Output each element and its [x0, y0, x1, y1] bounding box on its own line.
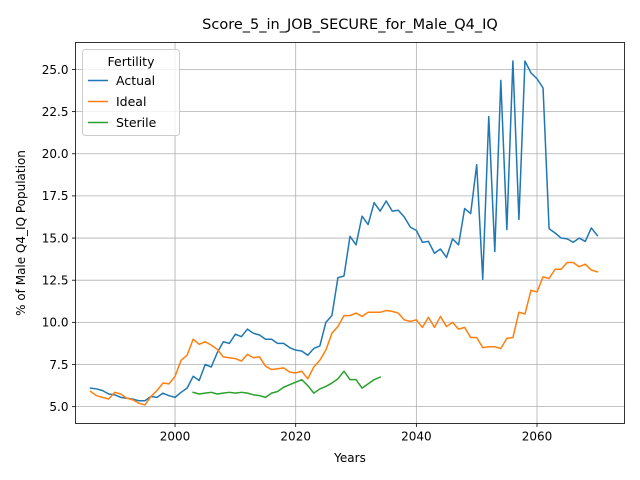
grid: [75, 42, 625, 424]
y-tick-label: 10.0: [42, 316, 69, 330]
legend-label-sterile: Sterile: [116, 115, 157, 130]
series-line-sterile: [192, 370, 382, 399]
legend-label-actual: Actual: [116, 73, 155, 88]
y-axis-label: % of Male Q4_IQ Population: [14, 150, 28, 316]
y-tick-label: 17.5: [42, 189, 69, 203]
y-tick-label: 5.0: [49, 400, 68, 414]
plot-frame: [75, 42, 625, 424]
x-axis-label: Years: [333, 451, 366, 465]
legend: Fertility Actual Ideal Sterile: [82, 49, 180, 136]
y-tick-label: 20.0: [42, 147, 69, 161]
legend-label-ideal: Ideal: [116, 94, 146, 109]
y-tick-label: 12.5: [42, 274, 69, 288]
x-tick-label: 2040: [401, 430, 432, 444]
legend-title: Fertility: [108, 54, 156, 69]
x-tick-label: 2020: [280, 430, 311, 444]
series-line-actual: [89, 60, 599, 402]
series-line-ideal: [89, 261, 599, 406]
legend-box: [82, 49, 180, 136]
legend-items: Actual Ideal Sterile: [88, 73, 157, 130]
y-tick-label: 22.5: [42, 105, 69, 119]
x-axis-ticks: 2000 2020 2040 2060: [160, 423, 553, 444]
y-tick-label: 7.5: [49, 358, 68, 372]
x-tick-label: 2000: [160, 430, 191, 444]
y-tick-label: 25.0: [42, 63, 69, 77]
y-tick-label: 15.0: [42, 231, 69, 245]
series-lines: [89, 60, 599, 406]
chart-title: Score_5_in_JOB_SECURE_for_Male_Q4_IQ: [202, 17, 498, 33]
x-tick-label: 2060: [522, 430, 553, 444]
y-axis-ticks: 5.0 7.5 10.0 12.5 15.0 17.5 20.0 22.5 25.0: [42, 63, 76, 414]
